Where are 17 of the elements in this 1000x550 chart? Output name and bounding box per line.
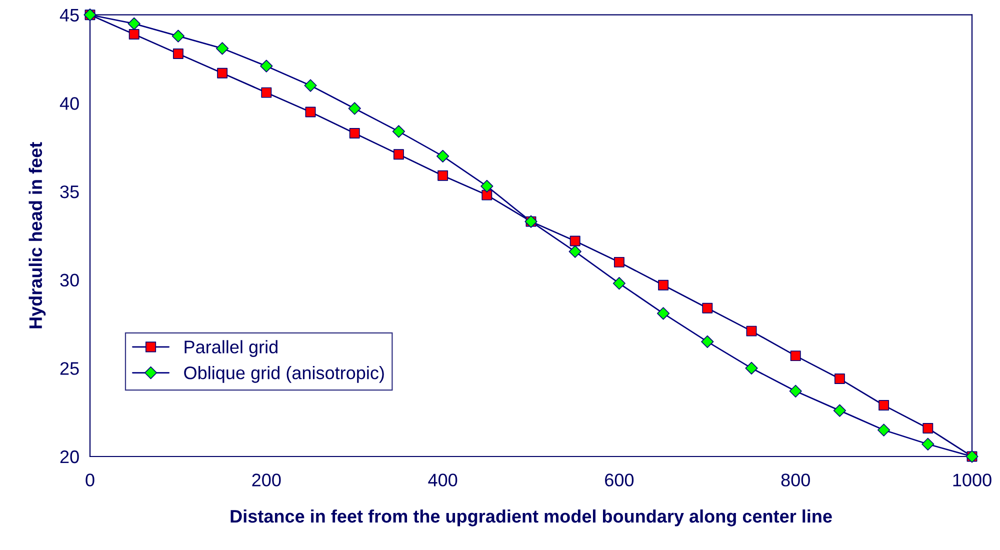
y-axis-title: Hydraulic head in feet [28,142,46,328]
x-tick-label: 200 [252,474,281,486]
x-tick-label: 400 [428,474,458,486]
x-tick-label: 0 [86,474,94,486]
legend-label: Parallel grid [184,340,278,357]
y-tick-label: 30 [60,274,79,287]
x-tick-label: 800 [781,474,810,486]
y-tick-label: 25 [60,362,79,375]
y-tick-label: 20 [60,450,79,464]
y-tick-label: 35 [60,185,79,198]
x-tick-label: 1000 [953,474,992,486]
y-tick-label: 45 [60,8,79,22]
point [305,106,316,118]
y-tick-label: 40 [60,97,79,110]
legend-label: Oblique grid (anisotropic) [184,366,384,383]
x-tick-label: 600 [605,474,634,486]
x-axis-title: Distance in feet from the upgradient model boundary along center line [230,509,832,526]
